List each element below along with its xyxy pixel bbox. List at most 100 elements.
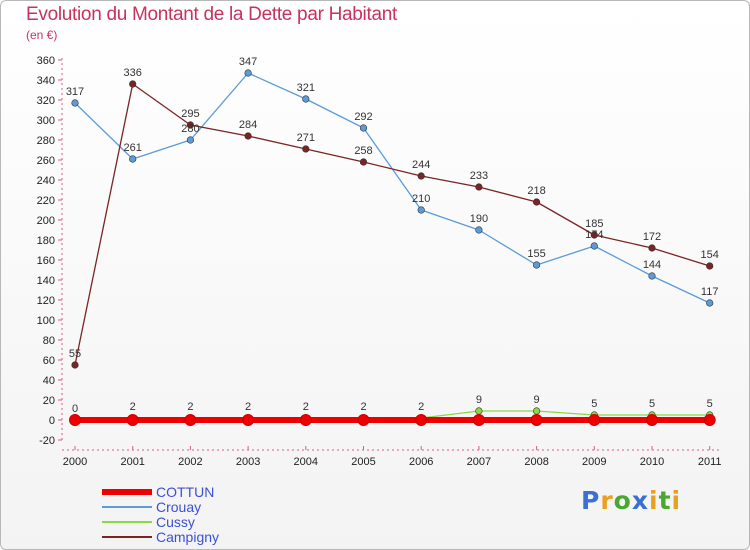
data-point-cottun: [242, 414, 255, 426]
data-point-crouay: [532, 261, 541, 269]
data-point-crouay: [129, 155, 137, 163]
data-label-campigny: 154: [701, 249, 719, 261]
data-label-crouay: 292: [354, 111, 372, 123]
y-tick-label: 180: [37, 235, 55, 247]
y-tick-label: 160: [37, 255, 55, 267]
data-label-cussy: 5: [707, 398, 713, 410]
data-point-crouay: [475, 226, 483, 234]
data-label-campigny: 258: [354, 145, 372, 157]
legend-label: Campigny: [156, 529, 220, 545]
y-tick-label: 0: [49, 415, 55, 427]
x-tick-label: 2000: [63, 456, 87, 468]
y-tick-label: 80: [43, 335, 55, 347]
data-label-crouay: 317: [66, 86, 84, 98]
y-tick-label: 240: [37, 175, 55, 187]
data-label-campigny: 295: [181, 108, 199, 120]
data-point-campigny: [302, 145, 310, 153]
logo-letter: i: [649, 486, 659, 515]
data-label-crouay: 210: [412, 193, 430, 205]
data-point-cottun: [126, 414, 139, 426]
data-label-cussy: 2: [245, 401, 251, 413]
chart-title: Evolution du Montant de la Dette par Hab…: [26, 4, 397, 25]
y-tick-label: 60: [43, 355, 55, 367]
x-tick-label: 2010: [640, 456, 664, 468]
data-point-campigny: [186, 121, 194, 129]
logo-letter: x: [631, 486, 649, 515]
data-label-crouay: 280: [181, 123, 199, 135]
legend-item-crouay: Crouay: [102, 499, 302, 515]
data-point-crouay: [359, 124, 368, 132]
data-point-crouay: [244, 69, 252, 77]
data-point-crouay: [186, 136, 194, 144]
data-point-campigny: [706, 262, 714, 270]
chart-data-labels: 3172612803473212922101901551741441175533…: [66, 56, 719, 415]
data-label-campigny: 218: [527, 185, 545, 197]
legend-label: COTTUN: [156, 484, 215, 500]
data-point-cottun: [472, 414, 485, 426]
logo-letter: o: [613, 486, 632, 515]
chart-legend: COTTUN Crouay Cussy Campigny: [102, 484, 302, 545]
x-tick-label: 2009: [582, 456, 606, 468]
y-tick-label: 260: [37, 155, 55, 167]
x-tick-label: 2004: [294, 456, 318, 468]
data-point-cottun: [357, 414, 370, 426]
legend-swatch: [102, 506, 152, 508]
data-point-campigny: [590, 231, 598, 239]
data-label-crouay: 321: [297, 82, 315, 94]
data-point-campigny: [71, 361, 79, 369]
data-point-campigny: [417, 172, 425, 180]
data-label-cussy: 2: [303, 401, 309, 413]
y-tick-label: 20: [43, 395, 55, 407]
data-label-cussy: 5: [591, 398, 597, 410]
data-label-crouay: 347: [239, 56, 257, 68]
data-label-crouay: 174: [585, 229, 603, 241]
data-label-campigny: 336: [124, 67, 142, 79]
x-tick-label: 2006: [409, 456, 433, 468]
data-label-crouay: 155: [527, 248, 545, 260]
x-tick-label: 2001: [120, 456, 144, 468]
x-tick-label: 2002: [178, 456, 202, 468]
y-tick-label: 140: [37, 275, 55, 287]
data-label-cussy: 2: [130, 401, 136, 413]
data-label-cussy: 2: [187, 401, 193, 413]
data-point-cottun: [530, 414, 543, 426]
legend-label: Crouay: [156, 499, 202, 515]
data-point-crouay: [590, 242, 598, 250]
chart-series: [69, 69, 716, 426]
data-point-campigny: [129, 80, 137, 88]
logo-letter: t: [658, 486, 672, 515]
series-line-crouay: [74, 72, 710, 304]
data-label-crouay: 190: [470, 213, 488, 225]
y-tick-label: 220: [37, 195, 55, 207]
legend-item-cussy: Cussy: [102, 514, 302, 530]
y-tick-label: 120: [37, 295, 55, 307]
data-point-cottun: [299, 414, 312, 426]
legend-swatch: [102, 536, 152, 538]
data-point-campigny: [475, 183, 483, 191]
legend-swatch: [102, 521, 152, 523]
data-label-campigny: 185: [585, 218, 603, 230]
y-tick-label: 200: [37, 215, 55, 227]
y-tick-label: 320: [37, 95, 55, 107]
data-label-crouay: 144: [643, 259, 661, 271]
chart-axes: -200204060801001201401601802002202402602…: [37, 55, 722, 468]
data-label-crouay: 261: [124, 142, 142, 154]
data-label-campigny: 271: [297, 132, 315, 144]
data-point-crouay: [71, 99, 79, 107]
data-point-cottun: [184, 414, 197, 426]
data-label-campigny: 55: [69, 348, 81, 360]
data-label-cussy: 2: [418, 401, 424, 413]
data-point-campigny: [244, 132, 252, 140]
data-point-cottun: [69, 414, 81, 426]
data-point-cussy: [475, 407, 483, 415]
y-tick-label: 360: [37, 55, 55, 67]
data-label-campigny: 172: [643, 231, 661, 243]
data-point-cottun: [588, 414, 601, 426]
data-label-campigny: 233: [470, 170, 488, 182]
logo-letter: P: [581, 486, 601, 515]
data-label-cussy: 9: [476, 394, 482, 406]
legend-swatch: [102, 489, 152, 495]
chart-unit-label: (en €): [26, 28, 58, 42]
